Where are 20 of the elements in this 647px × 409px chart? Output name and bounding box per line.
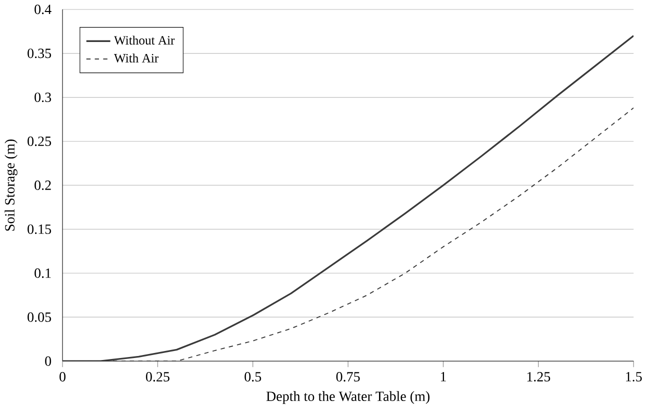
x-tick-label: 1 bbox=[440, 372, 446, 382]
x-tick-label: 0.25 bbox=[146, 372, 170, 382]
y-tick-label: 0.4 bbox=[34, 4, 52, 14]
y-tick-label: 0.25 bbox=[28, 136, 52, 146]
y-tick-label: 0.2 bbox=[34, 180, 51, 190]
legend-label: Without Air bbox=[114, 36, 175, 45]
y-tick-label: 0.15 bbox=[28, 224, 52, 234]
y-tick-label: 0 bbox=[45, 356, 52, 366]
x-tick-label: 0.5 bbox=[244, 372, 262, 382]
x-tick-label: 1.5 bbox=[626, 372, 642, 382]
x-tick-label: 1.25 bbox=[527, 372, 550, 382]
y-tick-label: 0.05 bbox=[28, 312, 52, 322]
y-tick-label: 0.35 bbox=[28, 48, 52, 58]
x-axis-title: Depth to the Water Table (m) bbox=[266, 391, 430, 404]
y-axis-title: Soil Storage (m) bbox=[4, 140, 18, 231]
x-tick-label: 0.75 bbox=[336, 372, 360, 382]
y-tick-label: 0.1 bbox=[34, 268, 51, 278]
y-tick-label: 0.3 bbox=[34, 92, 52, 102]
x-tick-label: 0 bbox=[60, 372, 66, 382]
legend-label: With Air bbox=[114, 54, 159, 63]
